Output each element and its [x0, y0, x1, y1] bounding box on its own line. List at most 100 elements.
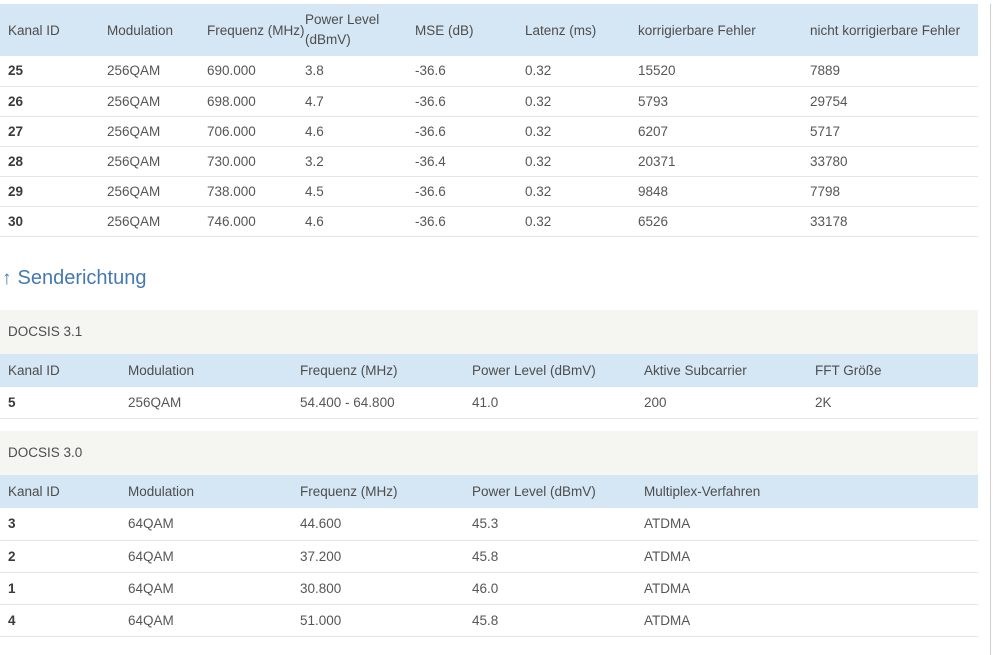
- table-cell: 45.8: [464, 604, 636, 637]
- channel-id-cell: 25: [0, 56, 99, 87]
- column-header: Modulation: [99, 4, 199, 56]
- column-header: Aktive Subcarrier: [636, 353, 807, 387]
- table-cell: -36.6: [407, 206, 517, 237]
- table-cell: 5717: [802, 116, 978, 147]
- table-cell: 41.0: [464, 386, 636, 419]
- docsis30-table-header: Kanal ID Modulation Frequenz (MHz) Power Le…: [0, 475, 978, 508]
- table-cell: ATDMA: [636, 572, 978, 605]
- table-cell: 15520: [630, 56, 802, 87]
- table-cell: 0.32: [517, 86, 630, 117]
- table-row: 1 64QAM 30.800 46.0 ATDMA: [0, 572, 978, 605]
- table-row: 29 256QAM 738.000 4.5 -36.6 0.32 9848 7798: [0, 176, 978, 207]
- table-cell: 54.400 - 64.800: [292, 386, 464, 419]
- channel-id-cell: 5: [0, 386, 120, 419]
- docsis31-panel: DOCSIS 3.1 Kanal ID Modulation Frequenz (M…: [0, 309, 978, 419]
- table-row: 26 256QAM 698.000 4.7 -36.6 0.32 5793 29754: [0, 86, 978, 117]
- table-cell: -36.6: [407, 56, 517, 87]
- table-cell: 4.7: [297, 86, 407, 117]
- table-cell: -36.6: [407, 176, 517, 207]
- table-cell: 64QAM: [120, 508, 292, 541]
- table-cell: 256QAM: [99, 116, 199, 147]
- table-cell: 256QAM: [99, 146, 199, 177]
- upstream-section-heading: ↑ Senderichtung: [2, 265, 978, 292]
- table-cell: 0.32: [517, 56, 630, 87]
- table-cell: 0.32: [517, 116, 630, 147]
- table-cell: 0.32: [517, 206, 630, 237]
- table-cell: ATDMA: [636, 508, 978, 541]
- column-header: Frequenz (MHz): [292, 475, 464, 508]
- table-row: 27 256QAM 706.000 4.6 -36.6 0.32 6207 5717: [0, 116, 978, 147]
- column-header: Kanal ID: [0, 4, 99, 56]
- docsis31-table-body: 5 256QAM 54.400 - 64.800 41.0 200 2K: [0, 386, 978, 419]
- docsis31-table-header: Kanal ID Modulation Frequenz (MHz) Power Le…: [0, 353, 978, 387]
- docsis30-table: Kanal ID Modulation Frequenz (MHz) Power Le…: [0, 475, 978, 637]
- table-cell: 256QAM: [99, 56, 199, 87]
- table-cell: 64QAM: [120, 540, 292, 573]
- channel-id-cell: 26: [0, 86, 99, 117]
- table-cell: 4.6: [297, 116, 407, 147]
- column-header: Latenz (ms): [517, 4, 630, 56]
- table-cell: 4.5: [297, 176, 407, 207]
- column-header: FFT Größe: [807, 353, 978, 387]
- docsis30-table-body: 3 64QAM 44.600 45.3 ATDMA 2 64QAM 37.200 45.8 ATD…: [0, 508, 978, 637]
- header-row: Kanal ID Modulation Frequenz (MHz) Power Le…: [0, 4, 978, 56]
- table-cell: 0.32: [517, 146, 630, 177]
- table-row: 4 64QAM 51.000 45.8 ATDMA: [0, 604, 978, 637]
- table-cell: 30.800: [292, 572, 464, 605]
- up-arrow-icon: ↑: [2, 267, 12, 289]
- docsis31-table: Kanal ID Modulation Frequenz (MHz) Power Le…: [0, 353, 978, 419]
- table-row: 3 64QAM 44.600 45.3 ATDMA: [0, 508, 978, 541]
- table-cell: ATDMA: [636, 604, 978, 637]
- table-row: 5 256QAM 54.400 - 64.800 41.0 200 2K: [0, 386, 978, 419]
- header-row: Kanal ID Modulation Frequenz (MHz) Power Le…: [0, 475, 978, 508]
- channel-status-page: Kanal ID Modulation Frequenz (MHz) Power Le…: [0, 4, 978, 637]
- channel-id-cell: 30: [0, 206, 99, 237]
- table-cell: 33178: [802, 206, 978, 237]
- table-cell: 7889: [802, 56, 978, 87]
- column-header: Power Level (dBmV): [297, 4, 407, 56]
- docsis31-title: DOCSIS 3.1: [0, 309, 978, 354]
- channel-id-cell: 4: [0, 604, 120, 637]
- table-cell: 256QAM: [99, 206, 199, 237]
- column-header: Kanal ID: [0, 353, 120, 387]
- table-cell: 6526: [630, 206, 802, 237]
- column-header: Frequenz (MHz): [292, 353, 464, 387]
- table-cell: 256QAM: [120, 386, 292, 419]
- table-cell: 44.600: [292, 508, 464, 541]
- table-cell: 4.6: [297, 206, 407, 237]
- column-header: Kanal ID: [0, 475, 120, 508]
- downstream-channels-table: Kanal ID Modulation Frequenz (MHz) Power Le…: [0, 4, 978, 237]
- header-row: Kanal ID Modulation Frequenz (MHz) Power Le…: [0, 353, 978, 387]
- column-header: Power Level (dBmV): [464, 353, 636, 387]
- docsis30-panel: DOCSIS 3.0 Kanal ID Modulation Frequenz (M…: [0, 431, 978, 637]
- table-cell: 37.200: [292, 540, 464, 573]
- column-header: Modulation: [120, 353, 292, 387]
- table-cell: 45.3: [464, 508, 636, 541]
- table-cell: 698.000: [199, 86, 297, 117]
- table-cell: 64QAM: [120, 604, 292, 637]
- table-cell: 7798: [802, 176, 978, 207]
- column-header: MSE (dB): [407, 4, 517, 56]
- table-cell: 51.000: [292, 604, 464, 637]
- table-cell: -36.4: [407, 146, 517, 177]
- vertical-divider: [990, 4, 991, 655]
- table-cell: 20371: [630, 146, 802, 177]
- table-cell: 200: [636, 386, 807, 419]
- table-cell: ATDMA: [636, 540, 978, 573]
- table-cell: -36.6: [407, 116, 517, 147]
- table-row: 25 256QAM 690.000 3.8 -36.6 0.32 15520 7889: [0, 56, 978, 87]
- table-cell: 29754: [802, 86, 978, 117]
- downstream-table-header: Kanal ID Modulation Frequenz (MHz) Power Le…: [0, 4, 978, 56]
- table-cell: 730.000: [199, 146, 297, 177]
- column-header: Power Level (dBmV): [464, 475, 636, 508]
- column-header: Frequenz (MHz): [199, 4, 305, 56]
- table-row: 2 64QAM 37.200 45.8 ATDMA: [0, 540, 978, 573]
- channel-id-cell: 28: [0, 146, 99, 177]
- table-cell: 746.000: [199, 206, 297, 237]
- upstream-heading-label: Senderichtung: [17, 266, 147, 289]
- table-cell: 5793: [630, 86, 802, 117]
- table-cell: 706.000: [199, 116, 297, 147]
- table-cell: 0.32: [517, 176, 630, 207]
- table-cell: 690.000: [199, 56, 297, 87]
- table-cell: 64QAM: [120, 572, 292, 605]
